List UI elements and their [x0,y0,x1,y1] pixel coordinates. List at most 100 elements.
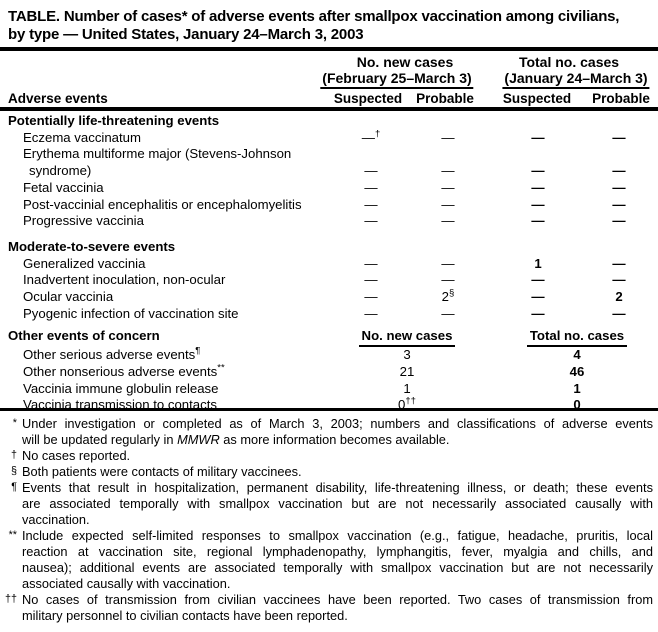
cell-value: — [364,196,378,212]
cell-value: 1 [573,380,581,396]
cell-value: — [612,272,626,288]
table-row: Eczema vaccinatum —† — — — [0,128,658,147]
table-row: Progressive vaccinia — — — — [0,213,658,230]
cell-value: — [531,129,545,145]
table-row: syndrome) — — — — [0,163,658,180]
cell-value: 46 [569,363,585,379]
cell-value: — [364,289,378,305]
column-header-suspected-total: Suspected [502,91,572,106]
column-header-probable-total: Probable [592,91,650,106]
row-label: Other nonserious adverse events** [23,362,225,379]
cell-value: — [531,272,545,288]
cell-value: 1 [403,380,411,396]
footnote-marker: ¶ [11,481,17,493]
cell-value: 4 [573,347,581,363]
table-body: Potentially life-threatening events Eczem… [0,113,658,414]
cell-value: — [441,129,455,145]
table-row: Vaccinia transmission to contacts 0†† 0 [0,397,658,414]
cell-value: — [364,179,378,195]
cell-value: — [531,179,545,195]
cell-value: — [612,305,626,321]
journal-name: MMWR [177,432,220,447]
cell-value: — [441,163,455,179]
col-subheader-label: Total no. cases [526,328,628,348]
footnote-mark: † [374,128,381,140]
cell-value: —† [361,128,381,145]
section-heading: Other events of concern [8,328,160,344]
group2-title: Total no. cases [518,54,620,70]
table-row: Other serious adverse events¶ 3 4 [0,347,658,364]
cell-value: — [364,163,378,179]
footnote-mark: ** [217,362,225,374]
cell-value: — [441,255,455,271]
footnote-line: Events that result in hospitalization, p… [22,480,653,495]
cell-value: 2§ [441,287,455,305]
row-label-continued: syndrome) [29,163,92,179]
col-subheader: Total no. cases [496,328,658,348]
section-heading: Potentially life-threatening events [8,113,220,128]
row-label: Fetal vaccinia [23,179,104,195]
cell-value: — [612,163,626,179]
cell-value: — [364,213,378,229]
group1-subtitle: (February 25–March 3) [320,70,474,89]
row-label: Inadvertent inoculation, non-ocular [23,272,226,288]
footnote-marker: * [12,417,17,429]
table-title-line1: TABLE. Number of cases* of adverse event… [8,8,620,25]
cell-value: — [441,305,455,321]
rule-below-header [0,107,658,111]
footnote-line: reaction at vaccination site, regional l… [22,544,653,559]
table-row: Ocular vaccinia — 2§ — 2 [0,287,658,306]
footnote: ¶ Events that result in hospitalization, … [0,480,658,528]
cell-value: — [441,179,455,195]
footnote-marker: § [10,465,17,477]
rule-below-title [0,47,658,51]
cell-value: — [531,305,545,321]
table-title-line2: by type — United States, January 24–Marc… [8,25,364,43]
column-header-adverse-events: Adverse events [8,91,108,106]
row-label: Erythema multiforme major (Stevens-Johns… [23,146,292,162]
cell-value: 3 [403,347,411,363]
footnote-line: No cases of transmission from civilian v… [22,592,653,607]
column-header-probable-new: Probable [416,91,474,106]
footnote-line: No cases reported. [22,448,131,463]
footnote: † No cases reported. [0,448,658,464]
cell-value: — [441,272,455,288]
footnote-line: Include expected self-limited responses … [22,528,653,543]
cell-value: — [531,196,545,212]
table-row: Pyogenic infection of vaccination site — —… [0,306,658,323]
cell-value: — [531,163,545,179]
footnote-line: Both patients were contacts of military … [22,464,302,479]
footnote-mark: †† [405,395,416,407]
cell-value: 0†† [398,395,416,413]
footnote-marker: † [10,449,17,461]
table-row: Vaccinia immune globulin release 1 1 [0,381,658,398]
footnote-line: military personnel to civilian contacts … [22,608,348,623]
table-row: Inadvertent inoculation, non-ocular — — — — [0,272,658,289]
cell-value: — [612,179,626,195]
table-row: Other nonserious adverse events** 21 46 [0,362,658,381]
row-label: Progressive vaccinia [23,213,144,229]
row-label: Vaccinia transmission to contacts [23,397,217,413]
cell-value: — [441,196,455,212]
footnote-line: Under investigation or completed as of M… [22,416,653,431]
table-row: Post-vaccinial encephalitis or encephalo… [0,197,658,214]
footnote-line: will be updated regularly in MMWR as mor… [22,432,450,447]
row-label: Pyogenic infection of vaccination site [23,305,239,321]
table-row: Erythema multiforme major (Stevens-Johns… [0,146,658,163]
footnotes: * Under investigation or completed as of … [0,416,658,624]
footnote-marker: †† [4,593,17,605]
table-row: Fetal vaccinia — — — — [0,180,658,197]
cell-value: 2 [615,289,623,305]
cell-value: 0 [573,397,581,413]
cell-value: — [531,289,545,305]
footnote-line: nausea); additional events are associate… [22,560,653,575]
footnote: * Under investigation or completed as of … [0,416,658,448]
footnote: ** Include expected self-limited response… [0,528,658,592]
footnote-line: are associated temporally with smallpox … [22,496,653,511]
col-subheader-label: No. new cases [358,328,456,348]
footnote-line: vaccination. [22,512,90,527]
column-header-suspected-new: Suspected [333,91,403,106]
cell-value: — [612,129,626,145]
cell-value: 21 [399,363,415,379]
